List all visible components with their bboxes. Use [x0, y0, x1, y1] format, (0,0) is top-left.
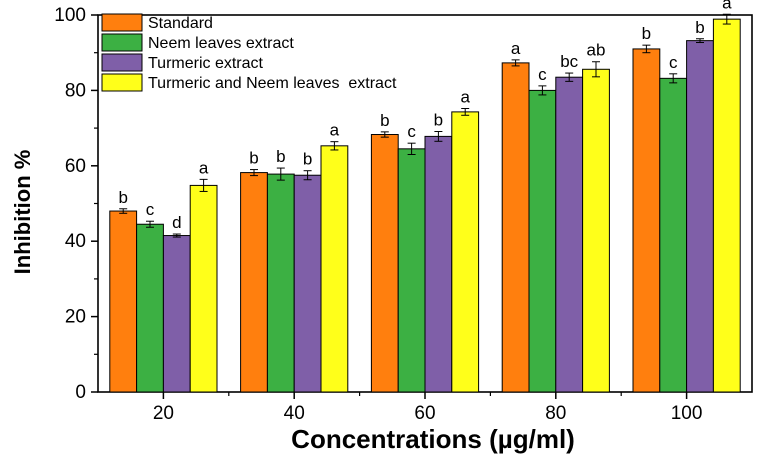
significance-letter: b: [276, 147, 285, 166]
significance-letter: b: [380, 111, 389, 130]
significance-letter: b: [303, 150, 312, 169]
x-tick-label: 40: [284, 403, 305, 424]
significance-letter: c: [669, 53, 678, 72]
error-bars: [119, 13, 731, 238]
significance-letter: b: [642, 24, 651, 43]
bar: [240, 172, 268, 393]
y-tick-label: 20: [65, 307, 86, 328]
significance-letter: c: [146, 200, 155, 219]
bar: [528, 89, 557, 393]
bar: [189, 184, 218, 393]
legend-label: Turmeric extract: [148, 55, 264, 72]
significance-letter: a: [722, 0, 732, 12]
x-tick-label: 100: [671, 403, 703, 424]
legend: Standard Neem leaves extract Turmeric extr…: [101, 13, 397, 92]
bar: [451, 111, 480, 393]
legend-swatch: [101, 13, 143, 32]
legend-swatch: [101, 33, 143, 52]
significance-letter: d: [172, 213, 181, 232]
significance-letter: a: [511, 39, 521, 58]
y-tick-label: 80: [65, 80, 86, 101]
legend-label: Turmeric and Neem leaves extract: [148, 75, 397, 92]
bar-series: [109, 18, 741, 393]
bar: [424, 135, 453, 393]
bar: [370, 134, 399, 393]
bar: [712, 18, 741, 393]
y-tick-label: 40: [65, 231, 86, 252]
significance-letter: b: [118, 188, 127, 207]
legend-swatch: [101, 73, 143, 92]
bar: [501, 62, 530, 393]
bar: [632, 48, 661, 393]
x-tick-label: 20: [153, 403, 174, 424]
significance-letter: ab: [587, 41, 606, 60]
y-tick-label: 0: [75, 382, 86, 403]
y-axis-label: Inhibition %: [10, 150, 35, 275]
bar: [293, 174, 322, 393]
significance-letter: b: [434, 110, 443, 129]
significance-letter: b: [249, 149, 258, 168]
bar: [555, 76, 584, 393]
bar: [266, 173, 295, 393]
bar: [659, 77, 688, 393]
x-tick-label: 60: [414, 403, 435, 424]
significance-letter: c: [407, 122, 416, 141]
significance-letter: bc: [560, 52, 578, 71]
significance-letter: a: [460, 87, 470, 106]
significance-letter: a: [199, 158, 209, 177]
axis-ticks: 0 20 40 60 80 100 20 40 60 80 100: [54, 5, 702, 424]
bar: [320, 145, 349, 393]
bar: [136, 223, 164, 393]
significance-letter: b: [695, 18, 704, 37]
legend-label: Neem leaves extract: [148, 35, 294, 52]
y-tick-label: 60: [65, 156, 86, 177]
bar: [686, 40, 714, 393]
bar: [582, 68, 610, 393]
x-tick-label: 80: [545, 403, 566, 424]
bar: [397, 148, 426, 393]
significance-letter: a: [330, 121, 340, 140]
significance-letter: c: [538, 65, 547, 84]
bar: [109, 210, 138, 393]
bar: [162, 235, 191, 393]
legend-swatch: [101, 53, 143, 72]
x-axis-label: Concentrations (µg/ml): [291, 424, 575, 454]
legend-label: Standard: [148, 15, 213, 32]
y-tick-label: 100: [54, 5, 86, 26]
